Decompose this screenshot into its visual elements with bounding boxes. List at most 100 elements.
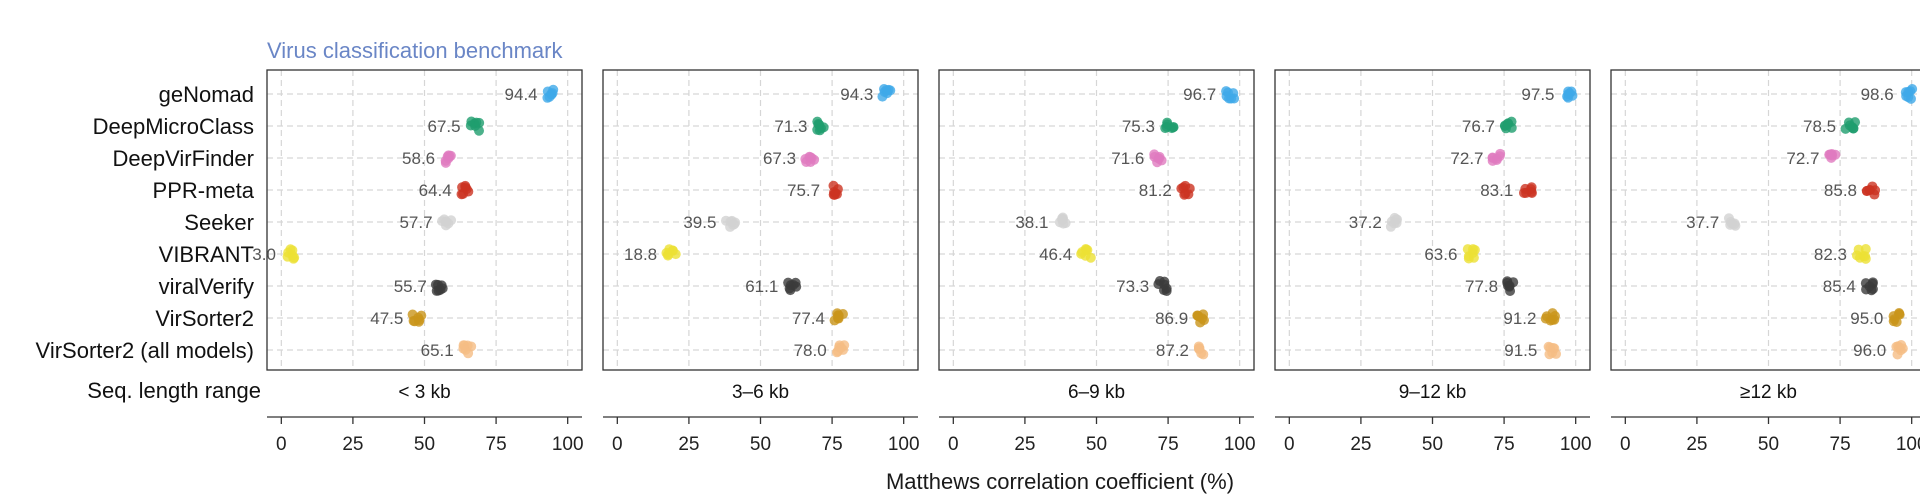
chart-title: Virus classification benchmark <box>267 38 563 63</box>
data-label-ppr-meta: 85.8 <box>1824 181 1857 200</box>
row-label-genomad: geNomad <box>159 82 254 107</box>
x-tick-label: 50 <box>414 434 435 455</box>
data-label-deepmicroclass: 71.3 <box>774 117 807 136</box>
data-label-seeker: 37.2 <box>1349 213 1382 232</box>
point-ppr-meta <box>1179 189 1190 200</box>
panel-3: 96.7 75.3 71.6 81.2 38.1 46.4 73.3 86.9 87.2 6–9 … <box>938 69 1256 455</box>
point-vibrant <box>670 249 681 260</box>
data-label-ppr-meta: 75.7 <box>787 181 820 200</box>
data-label-deepmicroclass: 76.7 <box>1462 117 1495 136</box>
x-axis-label: Matthews correlation coefficient (%) <box>886 469 1234 494</box>
point-deepvirfinder <box>1495 148 1506 159</box>
point-viralverify <box>1503 280 1514 291</box>
data-label-vibrant: 3.0 <box>252 245 276 264</box>
data-label-deepvirfinder: 72.7 <box>1786 149 1819 168</box>
x-tick-label: 25 <box>1350 434 1371 455</box>
facet-label: Seq. length range <box>87 378 261 403</box>
x-tick-label: 0 <box>612 434 623 455</box>
x-tick-label: 25 <box>1686 434 1707 455</box>
x-tick-label: 0 <box>1620 434 1631 455</box>
data-label-vibrant: 63.6 <box>1424 245 1457 264</box>
x-tick-label: 0 <box>1284 434 1295 455</box>
point-virsorter2-all-models <box>458 343 469 354</box>
data-label-seeker: 37.7 <box>1686 213 1719 232</box>
x-tick-label: 50 <box>1422 434 1443 455</box>
point-genomad <box>548 84 559 95</box>
point-virsorter2 <box>1891 317 1902 328</box>
data-label-vibrant: 82.3 <box>1814 245 1847 264</box>
data-label-virsorter2-all-models: 96.0 <box>1853 341 1886 360</box>
point-deepmicroclass <box>1162 119 1173 130</box>
point-genomad <box>877 91 888 102</box>
point-deepmicroclass <box>474 125 485 136</box>
x-tick-label: 75 <box>822 434 843 455</box>
x-tick-label: 100 <box>1560 434 1592 455</box>
x-tick-label: 50 <box>1758 434 1779 455</box>
panel-4: 97.5 76.7 72.7 83.1 37.2 63.6 77.8 91.2 91.5 9–12… <box>1274 69 1592 455</box>
point-virsorter2-all-models <box>1196 348 1207 359</box>
point-viralverify <box>1864 281 1875 292</box>
point-deepvirfinder <box>1824 149 1835 160</box>
data-label-seeker: 38.1 <box>1015 213 1048 232</box>
x-tick-label: 100 <box>1896 434 1920 455</box>
point-deepvirfinder <box>442 151 453 162</box>
data-label-deepvirfinder: 67.3 <box>763 149 796 168</box>
data-label-genomad: 94.3 <box>840 85 873 104</box>
point-genomad <box>1563 92 1574 103</box>
x-tick-label: 0 <box>276 434 287 455</box>
point-virsorter2-all-models <box>1892 349 1903 360</box>
data-label-deepmicroclass: 78.5 <box>1803 117 1836 136</box>
point-deepmicroclass <box>474 117 485 128</box>
point-seeker <box>439 214 450 225</box>
x-tick-label: 75 <box>1830 434 1851 455</box>
point-seeker <box>1392 214 1403 225</box>
data-label-viralverify: 55.7 <box>394 277 427 296</box>
point-viralverify <box>435 284 446 295</box>
point-seeker <box>725 221 736 232</box>
data-label-viralverify: 61.1 <box>745 277 778 296</box>
data-label-genomad: 96.7 <box>1183 85 1216 104</box>
data-label-deepmicroclass: 67.5 <box>428 117 461 136</box>
row-label-deepmicroclass: DeepMicroClass <box>93 114 254 139</box>
range-label: 9–12 kb <box>1399 382 1467 403</box>
panel-frame <box>1274 69 1591 371</box>
data-label-ppr-meta: 81.2 <box>1139 181 1172 200</box>
x-tick-label: 25 <box>342 434 363 455</box>
point-deepmicroclass <box>1502 118 1513 129</box>
point-genomad <box>1222 87 1233 98</box>
point-deepvirfinder <box>1149 149 1160 160</box>
x-tick-label: 75 <box>1494 434 1515 455</box>
data-label-virsorter2: 77.4 <box>792 309 825 328</box>
x-tick-label: 100 <box>1224 434 1256 455</box>
data-label-virsorter2: 86.9 <box>1155 309 1188 328</box>
point-virsorter2 <box>409 316 420 327</box>
point-vibrant <box>283 247 294 258</box>
point-deepmicroclass <box>465 120 476 131</box>
data-label-genomad: 94.4 <box>505 85 538 104</box>
x-tick-label: 100 <box>552 434 584 455</box>
point-viralverify <box>783 277 794 288</box>
point-vibrant <box>1085 252 1096 263</box>
range-label: ≥12 kb <box>1740 382 1797 403</box>
panel-frame <box>1610 69 1920 371</box>
row-label-vibrant: VIBRANT <box>159 242 254 267</box>
range-label: 3–6 kb <box>732 382 789 403</box>
point-seeker <box>1385 221 1396 232</box>
point-deepvirfinder <box>809 154 820 165</box>
point-ppr-meta <box>1518 187 1529 198</box>
data-label-virsorter2-all-models: 91.5 <box>1504 341 1537 360</box>
point-virsorter2 <box>833 310 844 321</box>
point-viralverify <box>1159 279 1170 290</box>
data-label-ppr-meta: 83.1 <box>1480 181 1513 200</box>
data-label-viralverify: 85.4 <box>1823 277 1856 296</box>
data-label-virsorter2-all-models: 65.1 <box>421 341 454 360</box>
point-vibrant <box>1468 252 1479 263</box>
x-tick-label: 75 <box>1158 434 1179 455</box>
panel-5: 98.6 78.5 72.7 85.8 37.7 82.3 85.4 95.0 96.0 ≥12 … <box>1610 69 1920 455</box>
x-tick-label: 50 <box>1086 434 1107 455</box>
point-deepvirfinder <box>1152 157 1163 168</box>
panel-1: 94.4 67.5 58.6 64.4 57.7 3.0 55.7 47.5 65.1 < 3 k… <box>252 69 584 455</box>
data-label-vibrant: 18.8 <box>624 245 657 264</box>
x-tick-label: 75 <box>486 434 507 455</box>
point-ppr-meta <box>830 188 841 199</box>
